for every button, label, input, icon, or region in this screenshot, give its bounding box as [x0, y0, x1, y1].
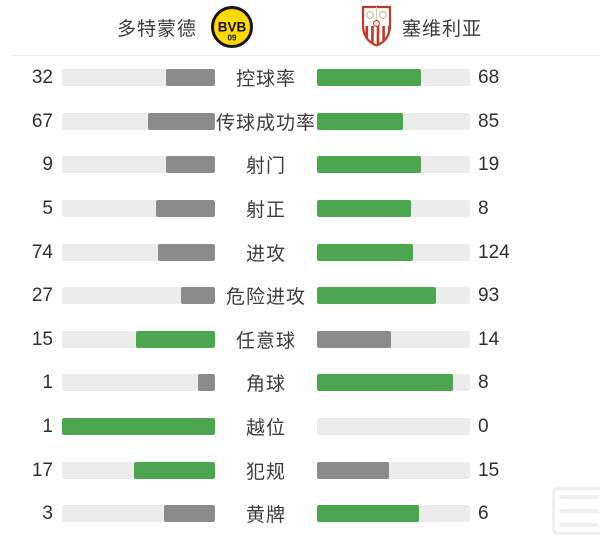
stat-label: 射门	[245, 156, 286, 178]
stat-row: 1 角球 8	[0, 361, 600, 405]
away-bar-track	[317, 287, 470, 305]
away-bar-track	[317, 69, 470, 87]
stat-row: 17 犯规 15	[0, 448, 600, 492]
home-bar-track	[62, 287, 215, 305]
home-bar-fill	[156, 200, 215, 218]
home-bar-track	[62, 461, 215, 479]
away-bar-fill	[317, 243, 413, 261]
away-bar-track	[317, 374, 470, 392]
away-bar-track	[317, 156, 470, 174]
stats-list: 32 控球率 68 67 传球成功率 85 9 射门 19 5	[0, 56, 600, 536]
away-value: 6	[478, 503, 489, 525]
away-value: 19	[478, 154, 500, 176]
away-bar-track	[317, 505, 470, 523]
away-value: 124	[478, 241, 510, 263]
stat-row: 67 传球成功率 85	[0, 100, 600, 144]
stat-row: 74 进攻 124	[0, 230, 600, 274]
away-value: 93	[478, 285, 500, 307]
bvb-club-badge-icon: BVB 09	[211, 6, 253, 48]
home-value: 74	[31, 241, 53, 263]
stat-row: 3 黄牌 6	[0, 492, 600, 536]
stat-label: 控球率	[235, 69, 296, 91]
away-value: 8	[478, 198, 489, 220]
away-bar-fill	[317, 330, 391, 348]
away-bar-fill	[317, 112, 403, 130]
header-divider	[12, 55, 600, 56]
stat-row: 15 任意球 14	[0, 318, 600, 362]
home-bar-fill	[164, 505, 215, 523]
away-bar-fill	[317, 461, 389, 479]
stat-label: 越位	[245, 418, 286, 440]
home-bar-fill	[133, 461, 215, 479]
home-bar-track	[62, 330, 215, 348]
home-bar-track	[62, 374, 215, 392]
away-bar-track	[317, 330, 470, 348]
stat-label: 任意球	[235, 330, 296, 352]
stat-row: 27 危险进攻 93	[0, 274, 600, 318]
away-value: 68	[478, 67, 500, 89]
away-bar-fill	[317, 505, 419, 523]
home-value: 3	[42, 503, 53, 525]
home-bar-fill	[147, 112, 215, 130]
home-team-name: 多特蒙德	[116, 19, 197, 40]
away-value: 85	[478, 110, 500, 132]
away-value: 8	[478, 372, 489, 394]
stat-row: 32 控球率 68	[0, 56, 600, 100]
home-bar-fill	[198, 374, 215, 392]
stat-row: 1 越位 0	[0, 405, 600, 449]
home-value: 67	[31, 110, 53, 132]
away-bar-track	[317, 243, 470, 261]
stat-label: 角球	[245, 374, 286, 396]
away-bar-fill	[317, 156, 421, 174]
stat-label: 犯规	[245, 461, 286, 483]
home-value: 1	[42, 372, 53, 394]
home-value: 9	[42, 154, 53, 176]
home-bar-track	[62, 156, 215, 174]
away-bar-fill	[317, 69, 422, 87]
stat-label: 黄牌	[245, 505, 286, 527]
stat-label: 射正	[245, 200, 286, 222]
away-bar-track	[317, 200, 470, 218]
home-bar-fill	[135, 330, 215, 348]
home-value: 1	[42, 416, 53, 438]
home-value: 32	[31, 67, 53, 89]
home-value: 5	[42, 198, 53, 220]
away-bar-track	[317, 418, 470, 436]
stat-label: 危险进攻	[225, 287, 306, 309]
away-bar-fill	[317, 287, 436, 305]
home-bar-track	[62, 112, 215, 130]
stat-label: 进攻	[245, 243, 286, 265]
away-value: 0	[478, 416, 489, 438]
away-value: 15	[478, 459, 500, 481]
bvb-badge-text: BVB	[218, 20, 247, 35]
match-header: 多特蒙德 BVB 09	[0, 0, 600, 55]
stat-label: 传球成功率	[215, 112, 316, 134]
home-bar-fill	[166, 69, 215, 87]
home-bar-track	[62, 418, 215, 436]
stat-row: 5 射正 8	[0, 187, 600, 231]
away-bar-track	[317, 461, 470, 479]
away-bar-fill	[317, 374, 453, 392]
home-value: 17	[31, 459, 53, 481]
sevilla-club-crest-icon	[361, 5, 392, 47]
home-bar-track	[62, 200, 215, 218]
home-value: 27	[31, 285, 53, 307]
app-watermark-icon	[552, 487, 600, 535]
away-bar-fill	[317, 200, 412, 218]
stat-row: 9 射门 19	[0, 143, 600, 187]
home-bar-fill	[157, 243, 215, 261]
home-bar-track	[62, 505, 215, 523]
bvb-badge-subtext: 09	[228, 34, 237, 43]
home-bar-track	[62, 69, 215, 87]
away-bar-track	[317, 112, 470, 130]
home-bar-fill	[180, 287, 215, 305]
away-team-name: 塞维利亚	[402, 19, 483, 40]
home-bar-fill	[165, 156, 215, 174]
away-value: 14	[478, 328, 500, 350]
home-bar-track	[62, 243, 215, 261]
home-bar-fill	[62, 418, 215, 436]
home-value: 15	[31, 328, 53, 350]
